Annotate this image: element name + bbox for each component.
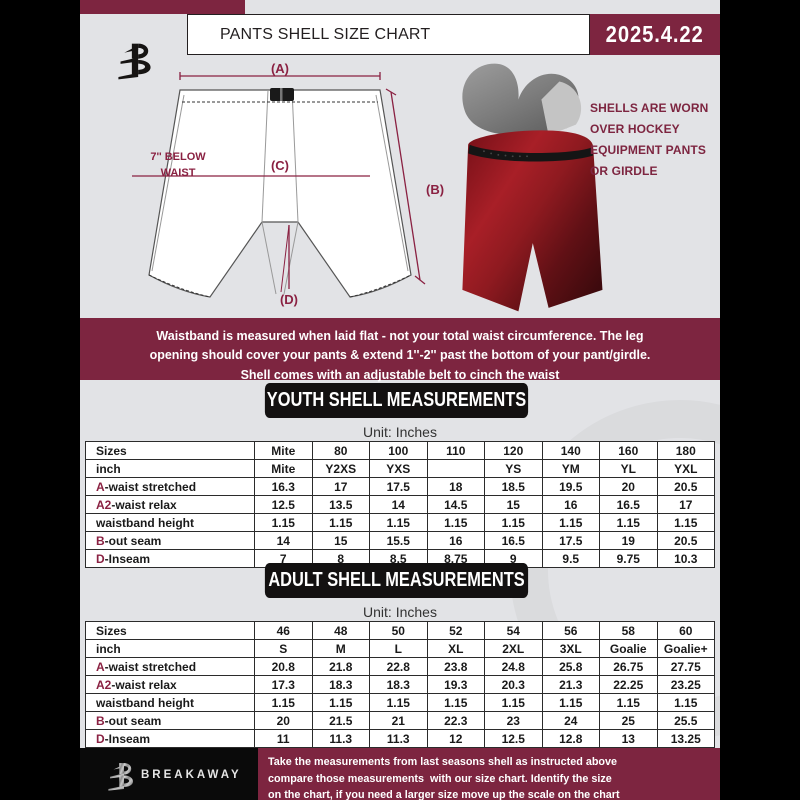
svg-text:(C): (C) — [271, 158, 289, 173]
svg-text:7'' BELOW: 7'' BELOW — [150, 151, 206, 163]
svg-text:WAIST: WAIST — [161, 167, 196, 179]
svg-text:(A): (A) — [271, 61, 289, 76]
svg-text:(D): (D) — [280, 292, 298, 307]
